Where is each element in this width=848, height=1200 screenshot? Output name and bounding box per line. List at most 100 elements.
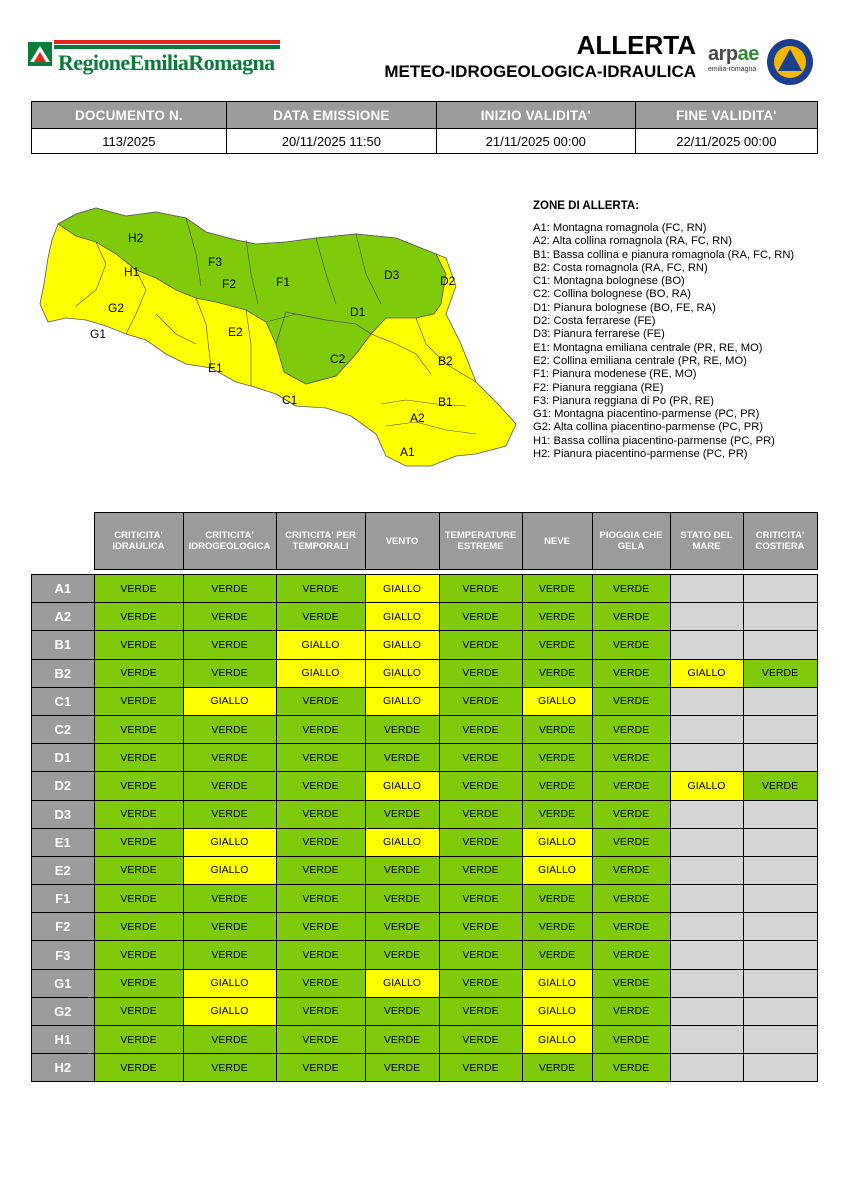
alert-level-cell: VERDE bbox=[364, 714, 440, 745]
doc-header-end: FINE VALIDITA' bbox=[634, 101, 819, 129]
alert-matrix-table: CRITICITA' IDRAULICA CRITICITA' IDROGEOL… bbox=[31, 512, 818, 1083]
map-label-c2: C2 bbox=[330, 352, 346, 366]
alert-level-cell: VERDE bbox=[275, 743, 366, 773]
alert-level-cell bbox=[742, 827, 818, 857]
alert-level-cell: VERDE bbox=[182, 799, 277, 829]
doc-number: 113/2025 bbox=[31, 128, 227, 154]
legend-item: G2: Alta collina piacentino-parmense (PC… bbox=[533, 421, 764, 434]
alert-level-cell: VERDE bbox=[521, 912, 593, 942]
legend-item: B1: Bassa collina e pianura romagnola (R… bbox=[533, 248, 795, 261]
table-row: B1 VERDE VERDE GIALLO GIALLO VERDE VERDE VERDE bbox=[31, 630, 818, 660]
alert-level-cell: VERDE bbox=[591, 884, 671, 914]
legend-item: F1: Pianura modenese (RE, MO) bbox=[533, 368, 697, 381]
alert-level-cell: VERDE bbox=[275, 686, 366, 716]
zones-legend: ZONE DI ALLERTA: A1: Montagna romagnola … bbox=[533, 200, 833, 461]
alert-level-cell: VERDE bbox=[93, 940, 184, 970]
alert-level-cell bbox=[742, 996, 818, 1027]
table-row: D1 VERDE VERDE VERDE VERDE VERDE VERDE VERDE bbox=[31, 743, 818, 773]
alert-level-cell: VERDE bbox=[275, 912, 366, 942]
alert-level-cell: VERDE bbox=[521, 658, 593, 688]
alert-zones-map: H2 H1 G2 G1 F3 F2 F1 E2 E1 D3 D2 D1 C2 C… bbox=[39, 207, 517, 467]
zone-cell: F2 bbox=[31, 912, 95, 942]
alert-level-cell: VERDE bbox=[275, 799, 366, 829]
alert-level-cell: VERDE bbox=[521, 573, 593, 604]
alert-level-cell: VERDE bbox=[93, 799, 184, 829]
alert-level-cell bbox=[669, 912, 744, 942]
alert-level-cell: VERDE bbox=[438, 855, 523, 886]
doc-header-number: DOCUMENTO N. bbox=[31, 101, 227, 129]
table-row: C1 VERDE GIALLO VERDE GIALLO VERDE GIALLO VERDE bbox=[31, 686, 818, 716]
alert-level-cell: VERDE bbox=[275, 996, 366, 1027]
alert-level-cell: VERDE bbox=[364, 912, 440, 942]
zone-cell: A1 bbox=[31, 573, 95, 604]
table-row: B2 VERDE VERDE GIALLO GIALLO VERDE VERDE VERDE G… bbox=[31, 658, 818, 688]
regione-emblem-icon bbox=[28, 42, 52, 66]
alert-level-cell: VERDE bbox=[438, 884, 523, 914]
alert-level-cell bbox=[742, 602, 818, 632]
zone-cell: A2 bbox=[31, 602, 95, 632]
alert-table-corner bbox=[31, 512, 94, 570]
legend-item: A2: Alta collina romagnola (RA, FC, RN) bbox=[533, 235, 732, 248]
alert-level-cell: VERDE bbox=[93, 912, 184, 942]
zone-cell: H2 bbox=[31, 1053, 95, 1083]
arpae-logo: arpae emilia-romagna bbox=[708, 44, 764, 78]
alert-level-cell: VERDE bbox=[438, 658, 523, 688]
alert-level-cell: VERDE bbox=[93, 884, 184, 914]
doc-validity-start: 21/11/2025 00:00 bbox=[435, 128, 636, 154]
alert-level-cell bbox=[669, 884, 744, 914]
alert-level-cell: VERDE bbox=[591, 827, 671, 857]
col-header: CRITICITA' COSTIERA bbox=[742, 512, 818, 570]
alert-level-cell: VERDE bbox=[364, 743, 440, 773]
map-label-h1: H1 bbox=[124, 265, 140, 279]
alert-level-cell bbox=[742, 573, 818, 604]
alert-level-cell: VERDE bbox=[591, 743, 671, 773]
col-header: PIOGGIA CHE GELA bbox=[591, 512, 671, 570]
alert-level-cell: VERDE bbox=[364, 940, 440, 970]
legend-item: B2: Costa romagnola (RA, FC, RN) bbox=[533, 261, 708, 274]
alert-level-cell: VERDE bbox=[182, 884, 277, 914]
alert-level-cell bbox=[742, 884, 818, 914]
alert-level-cell: VERDE bbox=[591, 855, 671, 886]
alert-level-cell: VERDE bbox=[93, 602, 184, 632]
alert-level-cell: VERDE bbox=[275, 884, 366, 914]
alert-level-cell bbox=[669, 1024, 744, 1055]
alert-level-cell bbox=[669, 799, 744, 829]
alert-level-cell: VERDE bbox=[438, 743, 523, 773]
legend-item: G1: Montagna piacentino-parmense (PC, PR… bbox=[533, 408, 760, 421]
alert-level-cell: VERDE bbox=[521, 1053, 593, 1083]
page-title: ALLERTA bbox=[576, 30, 696, 60]
table-row: E1 VERDE GIALLO VERDE GIALLO VERDE GIALLO VERDE bbox=[31, 827, 818, 857]
alert-level-cell: VERDE bbox=[742, 658, 818, 688]
alert-level-cell: VERDE bbox=[93, 1024, 184, 1055]
alert-level-cell bbox=[669, 996, 744, 1027]
alert-level-cell: VERDE bbox=[275, 573, 366, 604]
alert-level-cell bbox=[742, 1053, 818, 1083]
alert-level-cell: VERDE bbox=[182, 630, 277, 660]
table-row: C2 VERDE VERDE VERDE VERDE VERDE VERDE VERDE bbox=[31, 714, 818, 745]
protezione-civile-logo-icon bbox=[767, 39, 813, 85]
alert-level-cell: VERDE bbox=[521, 799, 593, 829]
alert-level-cell bbox=[742, 630, 818, 660]
alert-level-cell: VERDE bbox=[591, 1053, 671, 1083]
alert-level-cell: VERDE bbox=[93, 855, 184, 886]
alert-level-cell: VERDE bbox=[591, 771, 671, 801]
map-label-e1: E1 bbox=[208, 361, 223, 375]
alert-level-cell: VERDE bbox=[438, 686, 523, 716]
alert-table-header-row: CRITICITA' IDRAULICA CRITICITA' IDROGEOL… bbox=[31, 512, 818, 570]
alert-level-cell: VERDE bbox=[275, 714, 366, 745]
alert-level-cell: VERDE bbox=[438, 573, 523, 604]
alert-level-cell: VERDE bbox=[93, 743, 184, 773]
alert-level-cell: GIALLO bbox=[364, 658, 440, 688]
alert-level-cell: GIALLO bbox=[364, 573, 440, 604]
alert-level-cell: VERDE bbox=[521, 771, 593, 801]
alert-level-cell: VERDE bbox=[591, 658, 671, 688]
map-label-e2: E2 bbox=[228, 325, 243, 339]
alert-level-cell: VERDE bbox=[93, 996, 184, 1027]
zone-cell: F3 bbox=[31, 940, 95, 970]
alert-level-cell: VERDE bbox=[93, 573, 184, 604]
table-spacer-row bbox=[31, 569, 817, 575]
alert-level-cell bbox=[742, 940, 818, 970]
alert-level-cell: GIALLO bbox=[275, 658, 366, 688]
col-header: STATO DEL MARE bbox=[669, 512, 744, 570]
alert-level-cell: VERDE bbox=[438, 1053, 523, 1083]
